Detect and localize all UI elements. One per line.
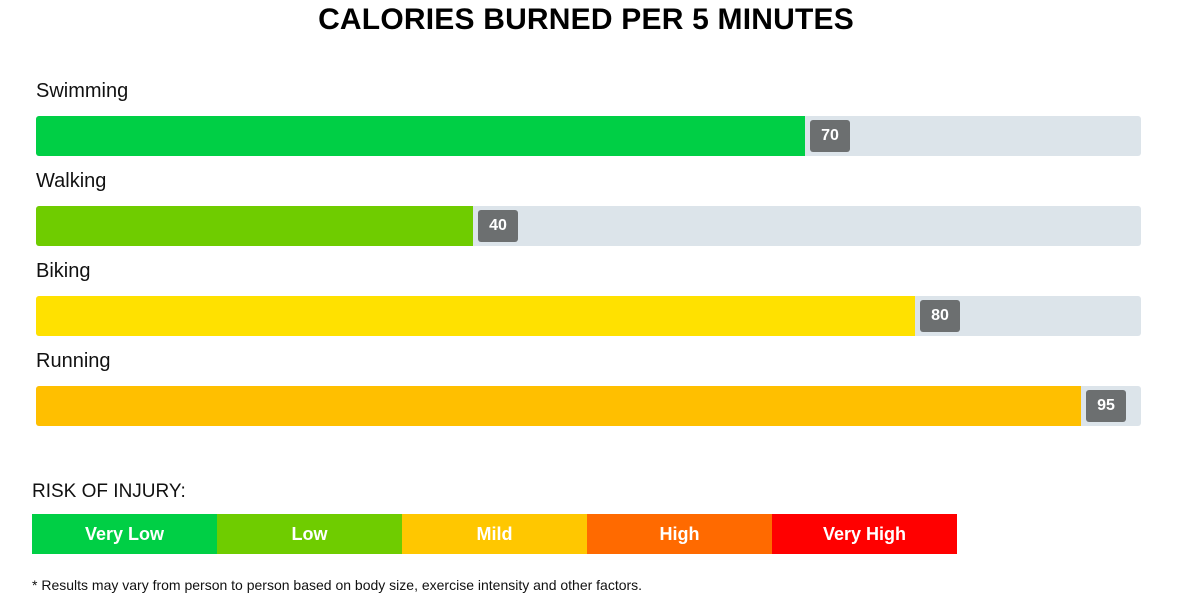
legend-item-low: Low bbox=[217, 514, 402, 554]
value-label: 80 bbox=[920, 300, 960, 332]
bar-row-walking: Walking 40 bbox=[36, 170, 1141, 260]
category-label: Swimming bbox=[36, 80, 129, 102]
bar-track bbox=[36, 296, 1141, 336]
value-label: 95 bbox=[1086, 390, 1126, 422]
bar bbox=[36, 206, 473, 246]
legend-item-very-low: Very Low bbox=[32, 514, 217, 554]
legend-item-mild: Mild bbox=[402, 514, 587, 554]
risk-legend: Very Low Low Mild High Very High bbox=[32, 514, 957, 554]
bar bbox=[36, 296, 915, 336]
bar-row-running: Running 95 bbox=[36, 350, 1141, 440]
bar-track bbox=[36, 386, 1141, 426]
category-label: Biking bbox=[36, 260, 91, 282]
chart-title: CALORIES BURNED PER 5 MINUTES bbox=[318, 3, 854, 36]
value-label: 40 bbox=[478, 210, 518, 242]
category-label: Walking bbox=[36, 170, 107, 192]
footnote: * Results may vary from person to person… bbox=[32, 577, 643, 593]
bar-row-swimming: Swimming 70 bbox=[36, 80, 1141, 170]
bar-row-biking: Biking 80 bbox=[36, 260, 1141, 350]
legend-title: RISK OF INJURY: bbox=[32, 481, 186, 502]
bar bbox=[36, 386, 1081, 426]
legend-item-high: High bbox=[587, 514, 772, 554]
legend-item-very-high: Very High bbox=[772, 514, 957, 554]
bar-track bbox=[36, 206, 1141, 246]
bar bbox=[36, 116, 805, 156]
bar-track bbox=[36, 116, 1141, 156]
value-label: 70 bbox=[810, 120, 850, 152]
category-label: Running bbox=[36, 350, 111, 372]
